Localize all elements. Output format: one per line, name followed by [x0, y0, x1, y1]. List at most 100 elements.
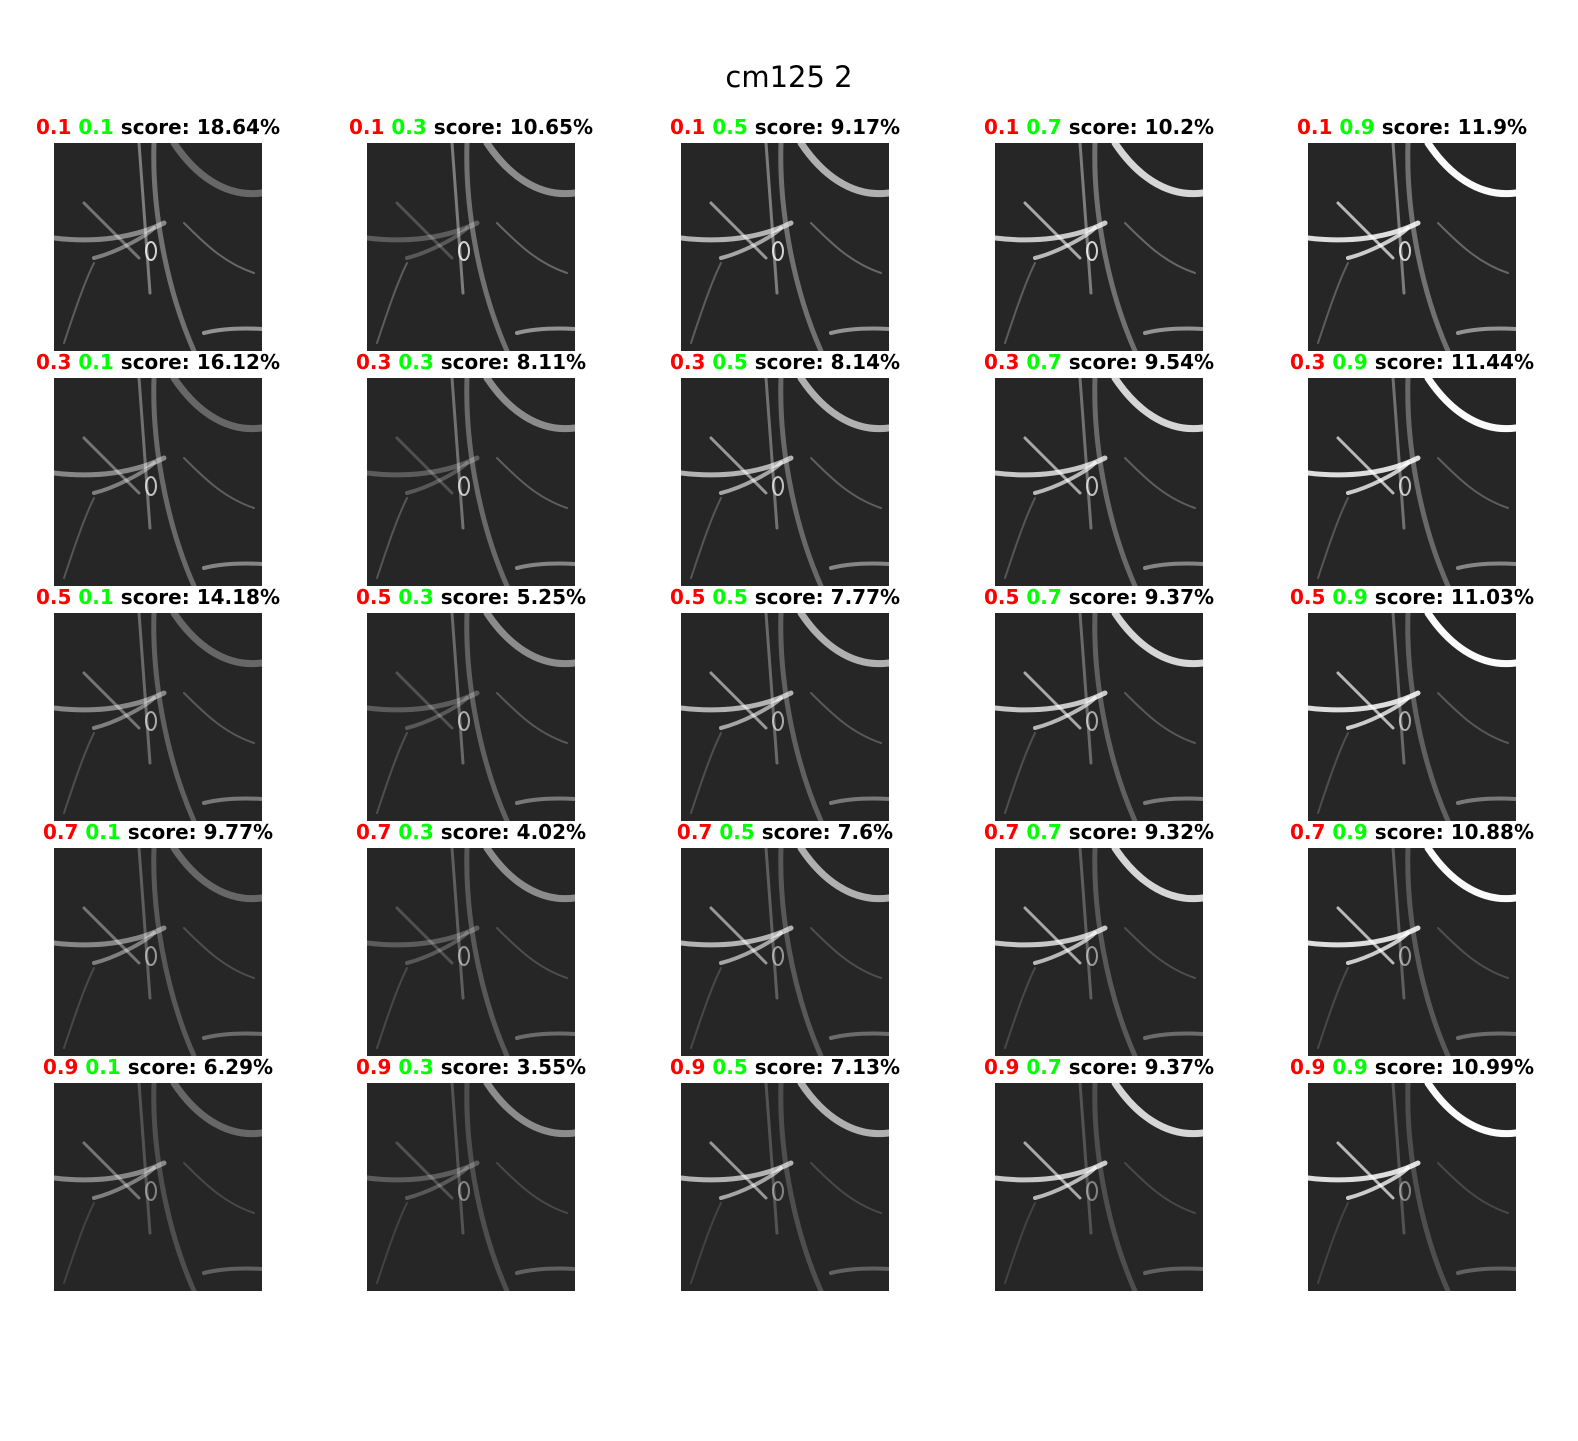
vessel-image — [1308, 143, 1516, 351]
score-value: 5.25% — [516, 585, 587, 609]
score-label: score: — [1374, 585, 1444, 609]
cell-title: 0.1 0.9 score: 11.9% — [1268, 115, 1556, 139]
vessel-image — [681, 613, 889, 821]
score-label: score: — [1068, 350, 1138, 374]
score-value: 11.44% — [1450, 350, 1535, 374]
cell-title: 0.5 0.9 score: 11.03% — [1268, 585, 1556, 609]
vessel-image — [54, 848, 262, 1056]
vessel-image — [681, 378, 889, 586]
param-1-value: 0.1 — [35, 115, 72, 139]
cell-title: 0.7 0.7 score: 9.32% — [955, 820, 1243, 844]
score-label: score: — [1374, 350, 1444, 374]
param-2-value: 0.9 — [1332, 1055, 1368, 1079]
score-label: score: — [1068, 585, 1138, 609]
param-1-value: 0.1 — [983, 115, 1020, 139]
cell-title: 0.3 0.3 score: 8.11% — [327, 350, 615, 374]
param-1-value: 0.9 — [983, 1055, 1020, 1079]
param-2-value: 0.5 — [712, 585, 748, 609]
param-2-value: 0.3 — [398, 1055, 434, 1079]
score-value: 11.03% — [1450, 585, 1535, 609]
vessel-image — [54, 613, 262, 821]
param-2-value: 0.7 — [1026, 1055, 1062, 1079]
param-2-value: 0.9 — [1339, 115, 1375, 139]
score-label: score: — [1068, 115, 1138, 139]
score-value: 6.29% — [203, 1055, 274, 1079]
score-value: 9.54% — [1144, 350, 1215, 374]
cell-title: 0.5 0.7 score: 9.37% — [955, 585, 1243, 609]
vessel-image — [1308, 1083, 1516, 1291]
param-1-value: 0.7 — [676, 820, 713, 844]
score-label: score: — [754, 115, 824, 139]
cell-title: 0.1 0.7 score: 10.2% — [955, 115, 1243, 139]
score-label: score: — [440, 350, 510, 374]
score-value: 8.11% — [516, 350, 587, 374]
vessel-image — [681, 143, 889, 351]
param-1-value: 0.5 — [1289, 585, 1326, 609]
cell-title: 0.3 0.5 score: 8.14% — [641, 350, 929, 374]
cell-title: 0.9 0.5 score: 7.13% — [641, 1055, 929, 1079]
vessel-image — [995, 848, 1203, 1056]
param-1-value: 0.7 — [355, 820, 392, 844]
param-2-value: 0.1 — [85, 1055, 121, 1079]
param-1-value: 0.1 — [1296, 115, 1333, 139]
param-1-value: 0.3 — [35, 350, 72, 374]
score-value: 10.65% — [509, 115, 594, 139]
vessel-image — [1308, 613, 1516, 821]
score-value: 18.64% — [196, 115, 281, 139]
cell-title: 0.3 0.7 score: 9.54% — [955, 350, 1243, 374]
score-label: score: — [1374, 1055, 1444, 1079]
score-value: 8.14% — [830, 350, 901, 374]
score-value: 10.2% — [1144, 115, 1215, 139]
param-2-value: 0.1 — [78, 585, 114, 609]
vessel-image — [367, 613, 575, 821]
vessel-image — [995, 378, 1203, 586]
cell-title: 0.7 0.1 score: 9.77% — [14, 820, 302, 844]
param-1-value: 0.7 — [42, 820, 79, 844]
score-value: 10.99% — [1450, 1055, 1535, 1079]
cell-title: 0.1 0.5 score: 9.17% — [641, 115, 929, 139]
param-1-value: 0.3 — [669, 350, 706, 374]
vessel-image — [54, 378, 262, 586]
param-1-value: 0.9 — [42, 1055, 79, 1079]
cell-title: 0.7 0.9 score: 10.88% — [1268, 820, 1556, 844]
param-2-value: 0.5 — [712, 115, 748, 139]
score-value: 9.37% — [1144, 1055, 1215, 1079]
param-2-value: 0.3 — [398, 585, 434, 609]
score-label: score: — [120, 115, 190, 139]
score-value: 7.13% — [830, 1055, 901, 1079]
cell-title: 0.3 0.1 score: 16.12% — [14, 350, 302, 374]
score-value: 3.55% — [516, 1055, 587, 1079]
score-label: score: — [440, 585, 510, 609]
vessel-image — [367, 378, 575, 586]
score-value: 9.77% — [203, 820, 274, 844]
vessel-image — [681, 1083, 889, 1291]
param-1-value: 0.7 — [1289, 820, 1326, 844]
score-value: 7.77% — [830, 585, 901, 609]
vessel-image — [367, 1083, 575, 1291]
vessel-image — [54, 1083, 262, 1291]
param-2-value: 0.3 — [398, 350, 434, 374]
cell-title: 0.1 0.1 score: 18.64% — [14, 115, 302, 139]
param-1-value: 0.5 — [35, 585, 72, 609]
param-2-value: 0.7 — [1026, 585, 1062, 609]
score-value: 14.18% — [196, 585, 281, 609]
param-2-value: 0.3 — [398, 820, 434, 844]
cell-title: 0.5 0.1 score: 14.18% — [14, 585, 302, 609]
score-label: score: — [127, 1055, 197, 1079]
vessel-image — [1308, 848, 1516, 1056]
param-1-value: 0.5 — [983, 585, 1020, 609]
vessel-image — [367, 143, 575, 351]
param-2-value: 0.9 — [1332, 820, 1368, 844]
cell-title: 0.7 0.5 score: 7.6% — [641, 820, 929, 844]
vessel-image — [681, 848, 889, 1056]
param-1-value: 0.3 — [983, 350, 1020, 374]
score-label: score: — [120, 350, 190, 374]
score-value: 9.32% — [1144, 820, 1215, 844]
score-label: score: — [1381, 115, 1451, 139]
vessel-image — [1308, 378, 1516, 586]
param-2-value: 0.9 — [1332, 585, 1368, 609]
score-label: score: — [754, 1055, 824, 1079]
param-2-value: 0.1 — [78, 350, 114, 374]
cell-title: 0.9 0.7 score: 9.37% — [955, 1055, 1243, 1079]
figure-title: cm125 2 — [725, 60, 853, 94]
